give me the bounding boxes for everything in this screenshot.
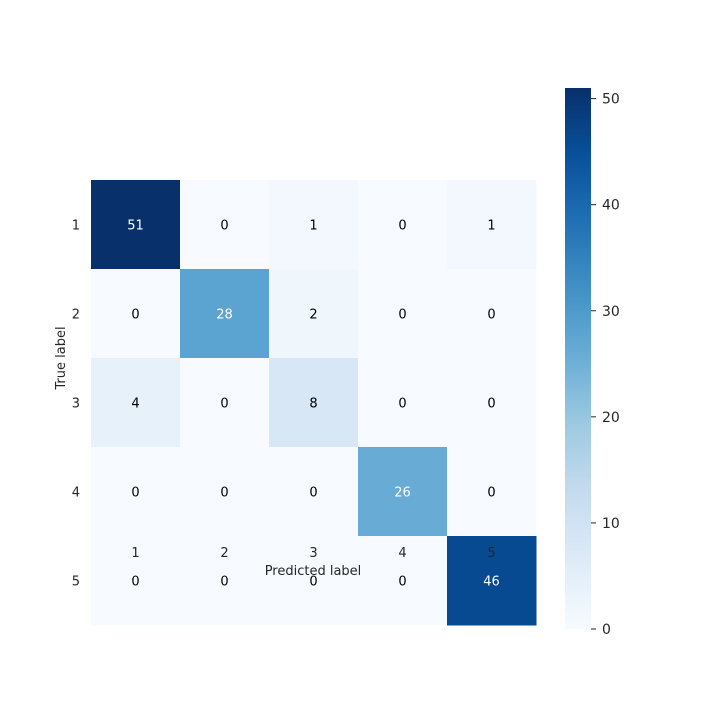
x-tick-label: 3 <box>309 546 317 561</box>
colorbar-tick-label: 20 <box>602 410 620 426</box>
colorbar-tick-label: 30 <box>602 304 620 320</box>
heatmap-cell <box>358 447 448 537</box>
cell-value-label: 0 <box>398 219 406 234</box>
cell-value-label: 0 <box>220 486 228 501</box>
heatmap-cell <box>269 447 359 537</box>
heatmap-cells <box>91 180 537 626</box>
y-tick-label: 5 <box>72 575 80 590</box>
heatmap-cell <box>358 180 448 270</box>
x-tick-label: 5 <box>487 546 495 561</box>
x-axis-label: Predicted label <box>265 564 362 579</box>
cell-value-label: 8 <box>309 397 317 412</box>
y-tick-label: 3 <box>72 397 80 412</box>
heatmap-cell <box>447 447 537 537</box>
cell-value-label: 1 <box>487 219 495 234</box>
colorbar-tick-label: 40 <box>602 198 620 214</box>
x-tick-label: 4 <box>398 546 406 561</box>
cell-value-label: 0 <box>398 308 406 323</box>
cell-value-label: 0 <box>487 397 495 412</box>
y-axis-ticks: 1 2 3 4 5 <box>72 219 80 590</box>
heatmap-cell <box>91 358 181 448</box>
heatmap-cell <box>447 269 537 359</box>
colorbar-tick-label: 10 <box>602 516 620 532</box>
heatmap-cell <box>180 180 270 270</box>
cell-value-label: 28 <box>216 308 233 323</box>
heatmap-cell <box>358 358 448 448</box>
heatmap-cell <box>447 180 537 270</box>
x-tick-label: 1 <box>131 546 139 561</box>
colorbar-tick-label: 0 <box>602 622 611 638</box>
heatmap-cell <box>269 536 359 626</box>
cell-value-label: 0 <box>309 486 317 501</box>
colorbar-tick-label: 50 <box>602 92 620 108</box>
heatmap-cell <box>180 269 270 359</box>
cell-value-label: 4 <box>131 397 139 412</box>
heatmap-cell <box>447 536 537 626</box>
heatmap-cell <box>269 358 359 448</box>
cell-value-label: 0 <box>487 486 495 501</box>
cell-value-label: 0 <box>220 575 228 590</box>
y-tick-label: 2 <box>72 308 80 323</box>
y-tick-label: 1 <box>72 219 80 234</box>
y-tick-label: 4 <box>72 486 80 501</box>
cell-value-label: 1 <box>309 219 317 234</box>
colorbar-ticks: 0 10 20 30 40 50 <box>591 92 620 638</box>
x-tick-label: 2 <box>220 546 228 561</box>
cell-value-label: 0 <box>220 397 228 412</box>
heatmap-cell <box>91 447 181 537</box>
cell-value-label: 0 <box>487 308 495 323</box>
heatmap-cell <box>180 358 270 448</box>
heatmap-cell-labels: 51 0 1 0 10 28 2 0 04 0 8 0 00 0 0 26 00 0 0 0 46 <box>127 219 500 590</box>
heatmap-cell <box>269 269 359 359</box>
heatmap-cell <box>447 358 537 448</box>
cell-value-label: 26 <box>394 486 411 501</box>
heatmap-cell <box>91 536 181 626</box>
cell-value-label: 46 <box>483 575 500 590</box>
heatmap-cell <box>180 447 270 537</box>
cell-value-label: 2 <box>309 308 317 323</box>
cell-value-label: 0 <box>131 308 139 323</box>
y-axis-label: True label <box>54 326 69 390</box>
heatmap-cell <box>269 180 359 270</box>
heatmap-cell <box>91 269 181 359</box>
x-axis-ticks: 1 2 3 4 5 <box>131 546 495 561</box>
cell-value-label: 51 <box>127 219 144 234</box>
heatmap-cell <box>180 536 270 626</box>
colorbar <box>565 88 591 629</box>
heatmap-cell <box>91 180 181 270</box>
cell-value-label: 0 <box>309 575 317 590</box>
heatmap-cell <box>358 269 448 359</box>
cell-value-label: 0 <box>131 575 139 590</box>
cell-value-label: 0 <box>131 486 139 501</box>
heatmap-cell <box>358 536 448 626</box>
cell-value-label: 0 <box>398 397 406 412</box>
cell-value-label: 0 <box>398 575 406 590</box>
cell-value-label: 0 <box>220 219 228 234</box>
